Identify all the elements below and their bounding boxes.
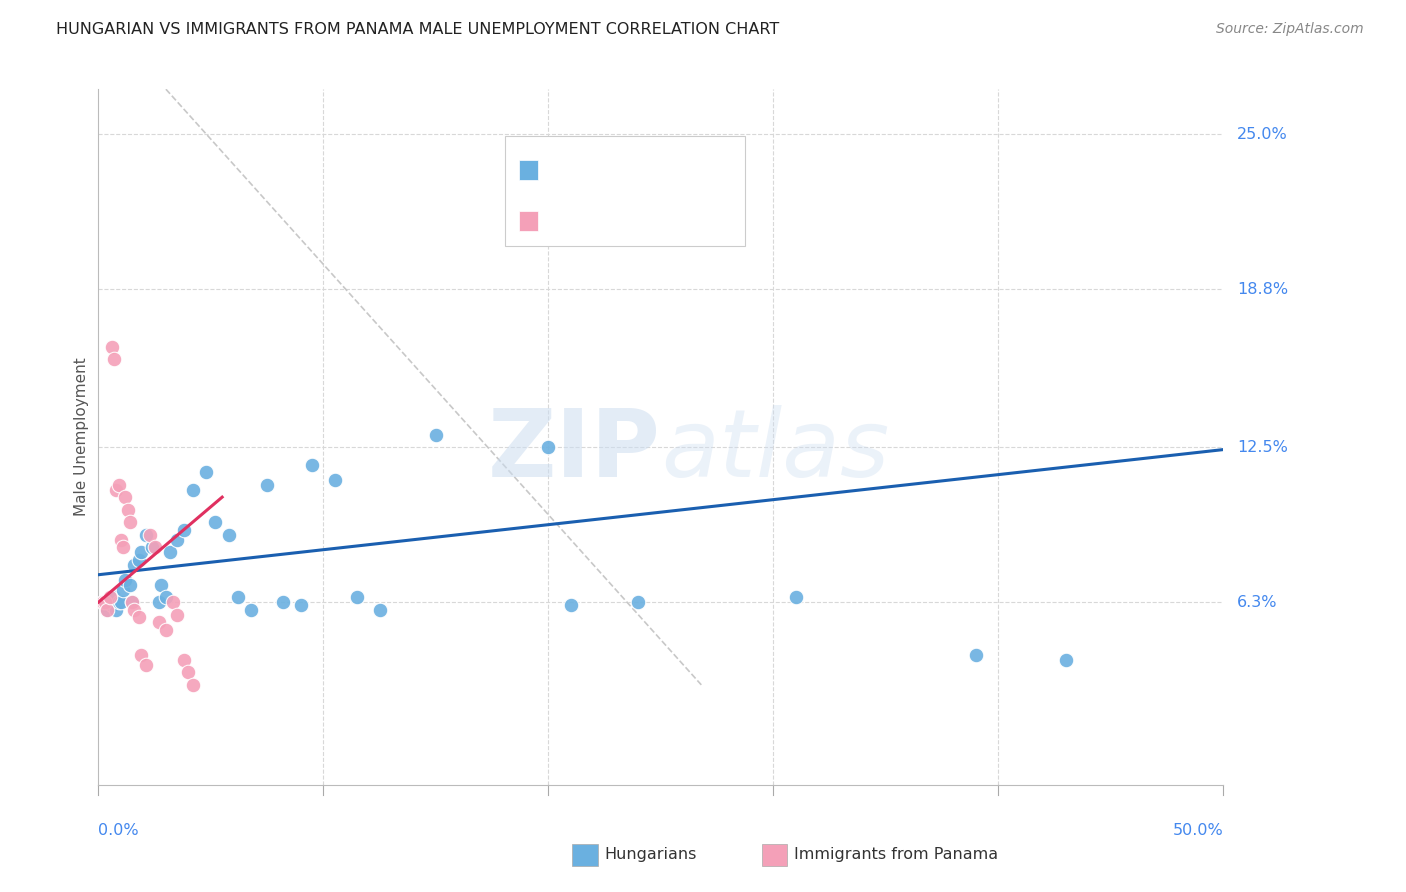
Point (148, 595, 170, 609)
Point (114, 490, 136, 504)
Point (114, 573, 136, 587)
Point (301, 458, 323, 472)
Point (159, 545, 181, 559)
Text: Hungarians: Hungarians (605, 847, 697, 863)
Point (129, 545, 152, 559)
Point (118, 578, 141, 592)
Point (139, 527, 162, 541)
Text: 12.5%: 12.5% (1237, 440, 1288, 455)
Text: R = 0.262   N = 44: R = 0.262 N = 44 (546, 161, 703, 179)
Text: 0.0%: 0.0% (98, 823, 139, 838)
Point (240, 603, 263, 617)
Point (112, 540, 135, 554)
Point (107, 595, 129, 609)
Point (129, 648, 152, 662)
Point (155, 591, 177, 605)
Point (98, 595, 121, 609)
Point (226, 591, 249, 605)
Point (105, 483, 128, 497)
Point (112, 582, 135, 597)
Y-axis label: Male Unemployment: Male Unemployment (75, 358, 89, 516)
Point (110, 533, 132, 547)
Point (128, 552, 150, 566)
Point (155, 623, 177, 637)
Point (150, 578, 173, 592)
Point (346, 591, 368, 605)
Point (103, 591, 125, 605)
Point (91, 595, 114, 609)
Point (143, 540, 166, 554)
Point (181, 678, 204, 692)
Point (103, 352, 125, 367)
Point (425, 427, 447, 442)
Text: 25.0%: 25.0% (1237, 127, 1288, 142)
Point (537, 440, 560, 454)
Point (96, 603, 118, 617)
Point (627, 595, 650, 609)
Text: R = 0.292   N = 27: R = 0.292 N = 27 (546, 212, 703, 230)
Text: ZIP: ZIP (488, 405, 661, 497)
Point (177, 665, 200, 680)
Point (94, 595, 117, 609)
Text: 18.8%: 18.8% (1237, 282, 1288, 297)
Point (271, 595, 294, 609)
Point (101, 340, 124, 354)
Point (135, 657, 157, 672)
Point (166, 607, 188, 622)
Point (96, 603, 118, 617)
Point (94, 598, 117, 612)
Point (98, 591, 121, 605)
Point (121, 595, 143, 609)
Text: Immigrants from Panama: Immigrants from Panama (794, 847, 998, 863)
Point (110, 595, 132, 609)
Point (323, 473, 346, 487)
Point (290, 598, 312, 612)
Point (118, 515, 141, 529)
Point (124, 558, 146, 572)
Point (256, 477, 278, 491)
Point (965, 648, 987, 662)
Point (124, 603, 146, 617)
Point (148, 615, 170, 630)
Point (91, 595, 114, 609)
Point (101, 598, 124, 612)
Point (128, 610, 150, 624)
Point (121, 595, 143, 609)
Point (105, 603, 128, 617)
Point (107, 477, 129, 491)
Text: HUNGARIAN VS IMMIGRANTS FROM PANAMA MALE UNEMPLOYMENT CORRELATION CHART: HUNGARIAN VS IMMIGRANTS FROM PANAMA MALE… (56, 22, 779, 37)
Point (785, 591, 807, 605)
Point (173, 653, 195, 667)
Point (368, 603, 391, 617)
Point (218, 527, 240, 541)
Point (204, 515, 226, 529)
Point (181, 483, 204, 497)
Text: Source: ZipAtlas.com: Source: ZipAtlas.com (1216, 22, 1364, 37)
Point (1054, 653, 1077, 667)
Point (162, 595, 184, 609)
Point (195, 465, 218, 479)
Text: 6.3%: 6.3% (1237, 595, 1278, 610)
Text: atlas: atlas (661, 406, 889, 497)
Point (141, 540, 163, 554)
Point (166, 533, 188, 547)
Point (135, 527, 157, 541)
Point (560, 598, 582, 612)
Text: 50.0%: 50.0% (1173, 823, 1223, 838)
Point (173, 523, 195, 537)
Point (117, 502, 139, 516)
